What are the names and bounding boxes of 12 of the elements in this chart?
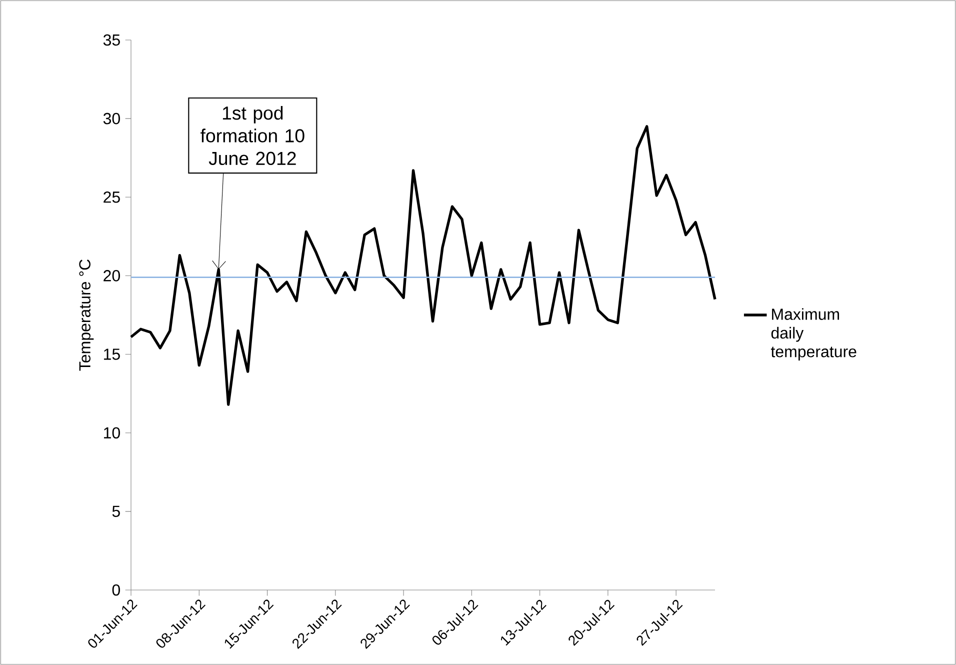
y-tick-label: 10 [104, 427, 120, 439]
y-tick-label: 5 [112, 506, 120, 517]
y-tick-label: 35 [103, 34, 120, 46]
y-tick-label: 30 [103, 112, 120, 124]
y-axis-title: Temperature °C [79, 260, 94, 371]
annotation: 1st pod formation 10 June 2012 [200, 106, 304, 166]
y-tick-label: 0 [112, 584, 120, 596]
y-tick-label: 25 [104, 191, 120, 203]
legend-label: Maximum daily temperature [770, 308, 856, 360]
line-series [130, 125, 716, 406]
y-tick-label: 15 [104, 348, 120, 360]
y-tick-label: 20 [104, 270, 120, 282]
